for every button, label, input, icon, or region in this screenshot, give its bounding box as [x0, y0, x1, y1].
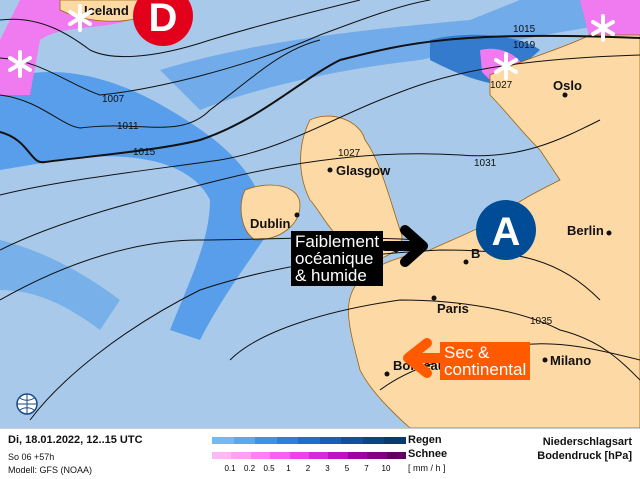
isobar-label: 1019 [513, 40, 536, 51]
scale-swatch [298, 437, 320, 444]
scale-swatch [386, 452, 406, 459]
scale-swatch [212, 452, 232, 459]
isobar-label: 1027 [490, 80, 513, 91]
scale-swatch [319, 437, 342, 444]
low-pressure-marker: D [133, 0, 193, 46]
scale-swatch [255, 437, 277, 444]
city-label: Berlin [567, 223, 604, 238]
snow-color-scale [212, 452, 406, 459]
city-label: Milano [550, 353, 591, 368]
scale-tick: 0.5 [263, 464, 275, 473]
datetime: Di, 18.01.2022, 12..15 UTC [8, 434, 143, 446]
svg-text:A: A [492, 210, 521, 254]
scale-tick: 0.1 [224, 464, 236, 473]
scale-swatch [308, 452, 329, 459]
scale-swatch [347, 452, 368, 459]
globe-icon[interactable] [16, 393, 38, 415]
isobar-label: 1015 [133, 147, 156, 158]
city-label: Paris [437, 301, 469, 316]
rain-label: Regen [408, 434, 442, 446]
high-pressure-marker: A [476, 200, 536, 260]
isobar-label: 1015 [513, 24, 536, 35]
weather-map: 1007 1011 1015 1015 1019 1027 1027 1031 … [0, 0, 640, 428]
isobar-label: 1011 [117, 121, 139, 132]
humid-arrow [380, 225, 428, 267]
scale-tick: 0.2 [243, 464, 256, 473]
scale-tick: 7 [364, 464, 369, 473]
scale-swatch [341, 437, 363, 444]
city-label: Glasgow [336, 163, 391, 178]
legend: Di, 18.01.2022, 12..15 UTC So 06 +57h Mo… [0, 428, 640, 479]
snowflake-icon [591, 14, 615, 42]
legend-title-pressure: Bodendruck [hPa] [537, 450, 632, 462]
snowflake-icon [494, 52, 518, 80]
isobar-labels: 1007 1011 1015 1015 1019 1027 1027 1031 … [102, 24, 553, 327]
city-label: Iceland [84, 3, 129, 18]
isobar-label: 1007 [102, 94, 125, 105]
scale-swatch [289, 452, 309, 459]
scale-swatch [367, 452, 387, 459]
scale-swatch [328, 452, 348, 459]
run-info: So 06 +57h [8, 452, 55, 462]
scale-tick: 2 [305, 464, 311, 473]
model-info: Modell: GFS (NOAA) [8, 465, 93, 475]
snowflake-icons [8, 4, 615, 80]
legend-title-type: Niederschlagsart [542, 436, 632, 448]
scale-swatch [250, 452, 271, 459]
snow-label: Schnee [408, 448, 448, 460]
dry-annotation: Sec & continental [440, 342, 531, 380]
scale-swatch [384, 437, 406, 444]
scale-tick: 10 [381, 464, 391, 473]
svg-text:D: D [149, 0, 178, 40]
snowflake-icon [8, 50, 32, 78]
city-label: Oslo [553, 78, 582, 93]
scale-swatch [212, 437, 234, 444]
dry-arrow [403, 338, 450, 378]
scale-tick: 3 [325, 464, 330, 473]
unit-label: [ mm / h ] [408, 463, 446, 473]
scale-swatch [270, 452, 290, 459]
scale-swatch [362, 437, 385, 444]
rain-color-scale [212, 437, 406, 444]
isobar-label: 1027 [338, 148, 361, 159]
isobar-label: 1031 [474, 158, 497, 169]
scale-tick: 5 [344, 464, 350, 473]
scale-swatch [233, 437, 256, 444]
city-label: B [471, 246, 480, 261]
humid-annotation: Faiblement océanique & humide [291, 231, 384, 286]
scale-swatch [231, 452, 251, 459]
city-label: Dublin [250, 216, 290, 231]
scale-swatch [276, 437, 299, 444]
scale-tick: 1 [286, 464, 291, 473]
snowflake-icon [68, 4, 92, 32]
isobar-label: 1035 [530, 316, 553, 327]
